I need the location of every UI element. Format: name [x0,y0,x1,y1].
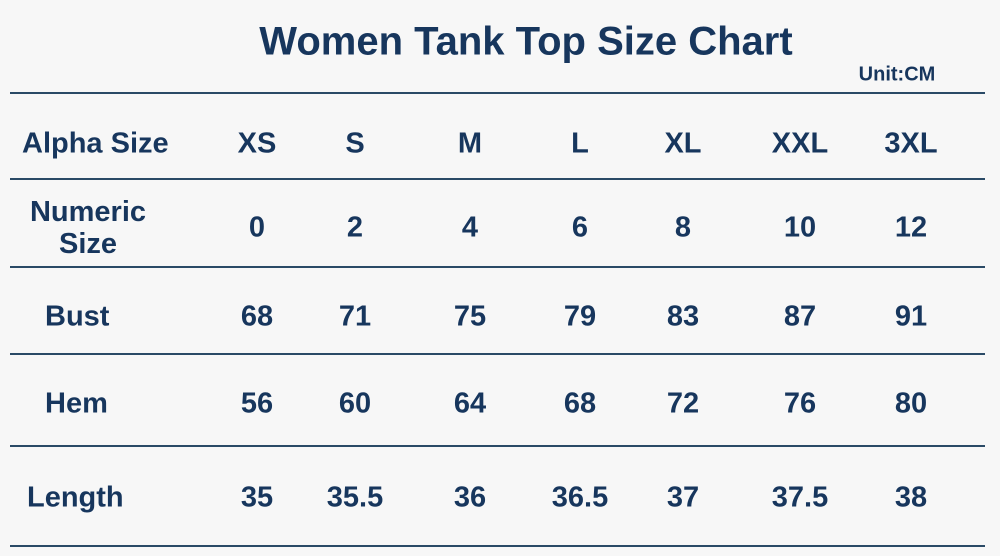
divider [10,266,985,268]
cell: 0 [248,211,266,244]
cell: 10 [783,211,817,244]
cell: 79 [563,300,597,333]
divider [10,178,985,180]
cell: 72 [666,387,700,420]
row-label: Hem [45,387,108,420]
divider [10,545,985,547]
cell: 60 [338,387,372,420]
cell: 8 [674,211,692,244]
cell: 87 [783,300,817,333]
cell: 56 [240,387,274,420]
row-label: Bust [45,300,110,333]
cell: 75 [453,300,487,333]
row-label: Length [27,481,124,514]
cell: 68 [563,387,597,420]
column-header: XXL [771,127,829,160]
column-header: L [571,127,589,160]
column-header: S [345,127,365,160]
cell: 37 [666,481,700,514]
divider [10,353,985,355]
column-header: XL [664,127,702,160]
cell: 38 [894,481,928,514]
cell: 4 [461,211,479,244]
cell: 76 [783,387,817,420]
cell: 36 [453,481,487,514]
cell: 64 [453,387,487,420]
column-header: XS [237,127,277,160]
cell: 35.5 [326,481,384,514]
divider [10,92,985,94]
cell: 71 [338,300,372,333]
unit: Unit:CM [858,63,936,86]
cell: 80 [894,387,928,420]
cell: 6 [571,211,589,244]
cell: 83 [666,300,700,333]
title: Women Tank Top Size Chart [259,19,793,64]
column-header: Alpha Size [22,127,169,160]
divider [10,445,985,447]
cell: 36.5 [551,481,609,514]
cell: 91 [894,300,928,333]
column-header: M [457,127,483,160]
cell: 2 [346,211,364,244]
cell: 37.5 [771,481,829,514]
row-label: Numeric Size [29,196,147,260]
column-header: 3XL [884,127,938,160]
cell: 12 [894,211,928,244]
cell: 68 [240,300,274,333]
cell: 35 [240,481,274,514]
